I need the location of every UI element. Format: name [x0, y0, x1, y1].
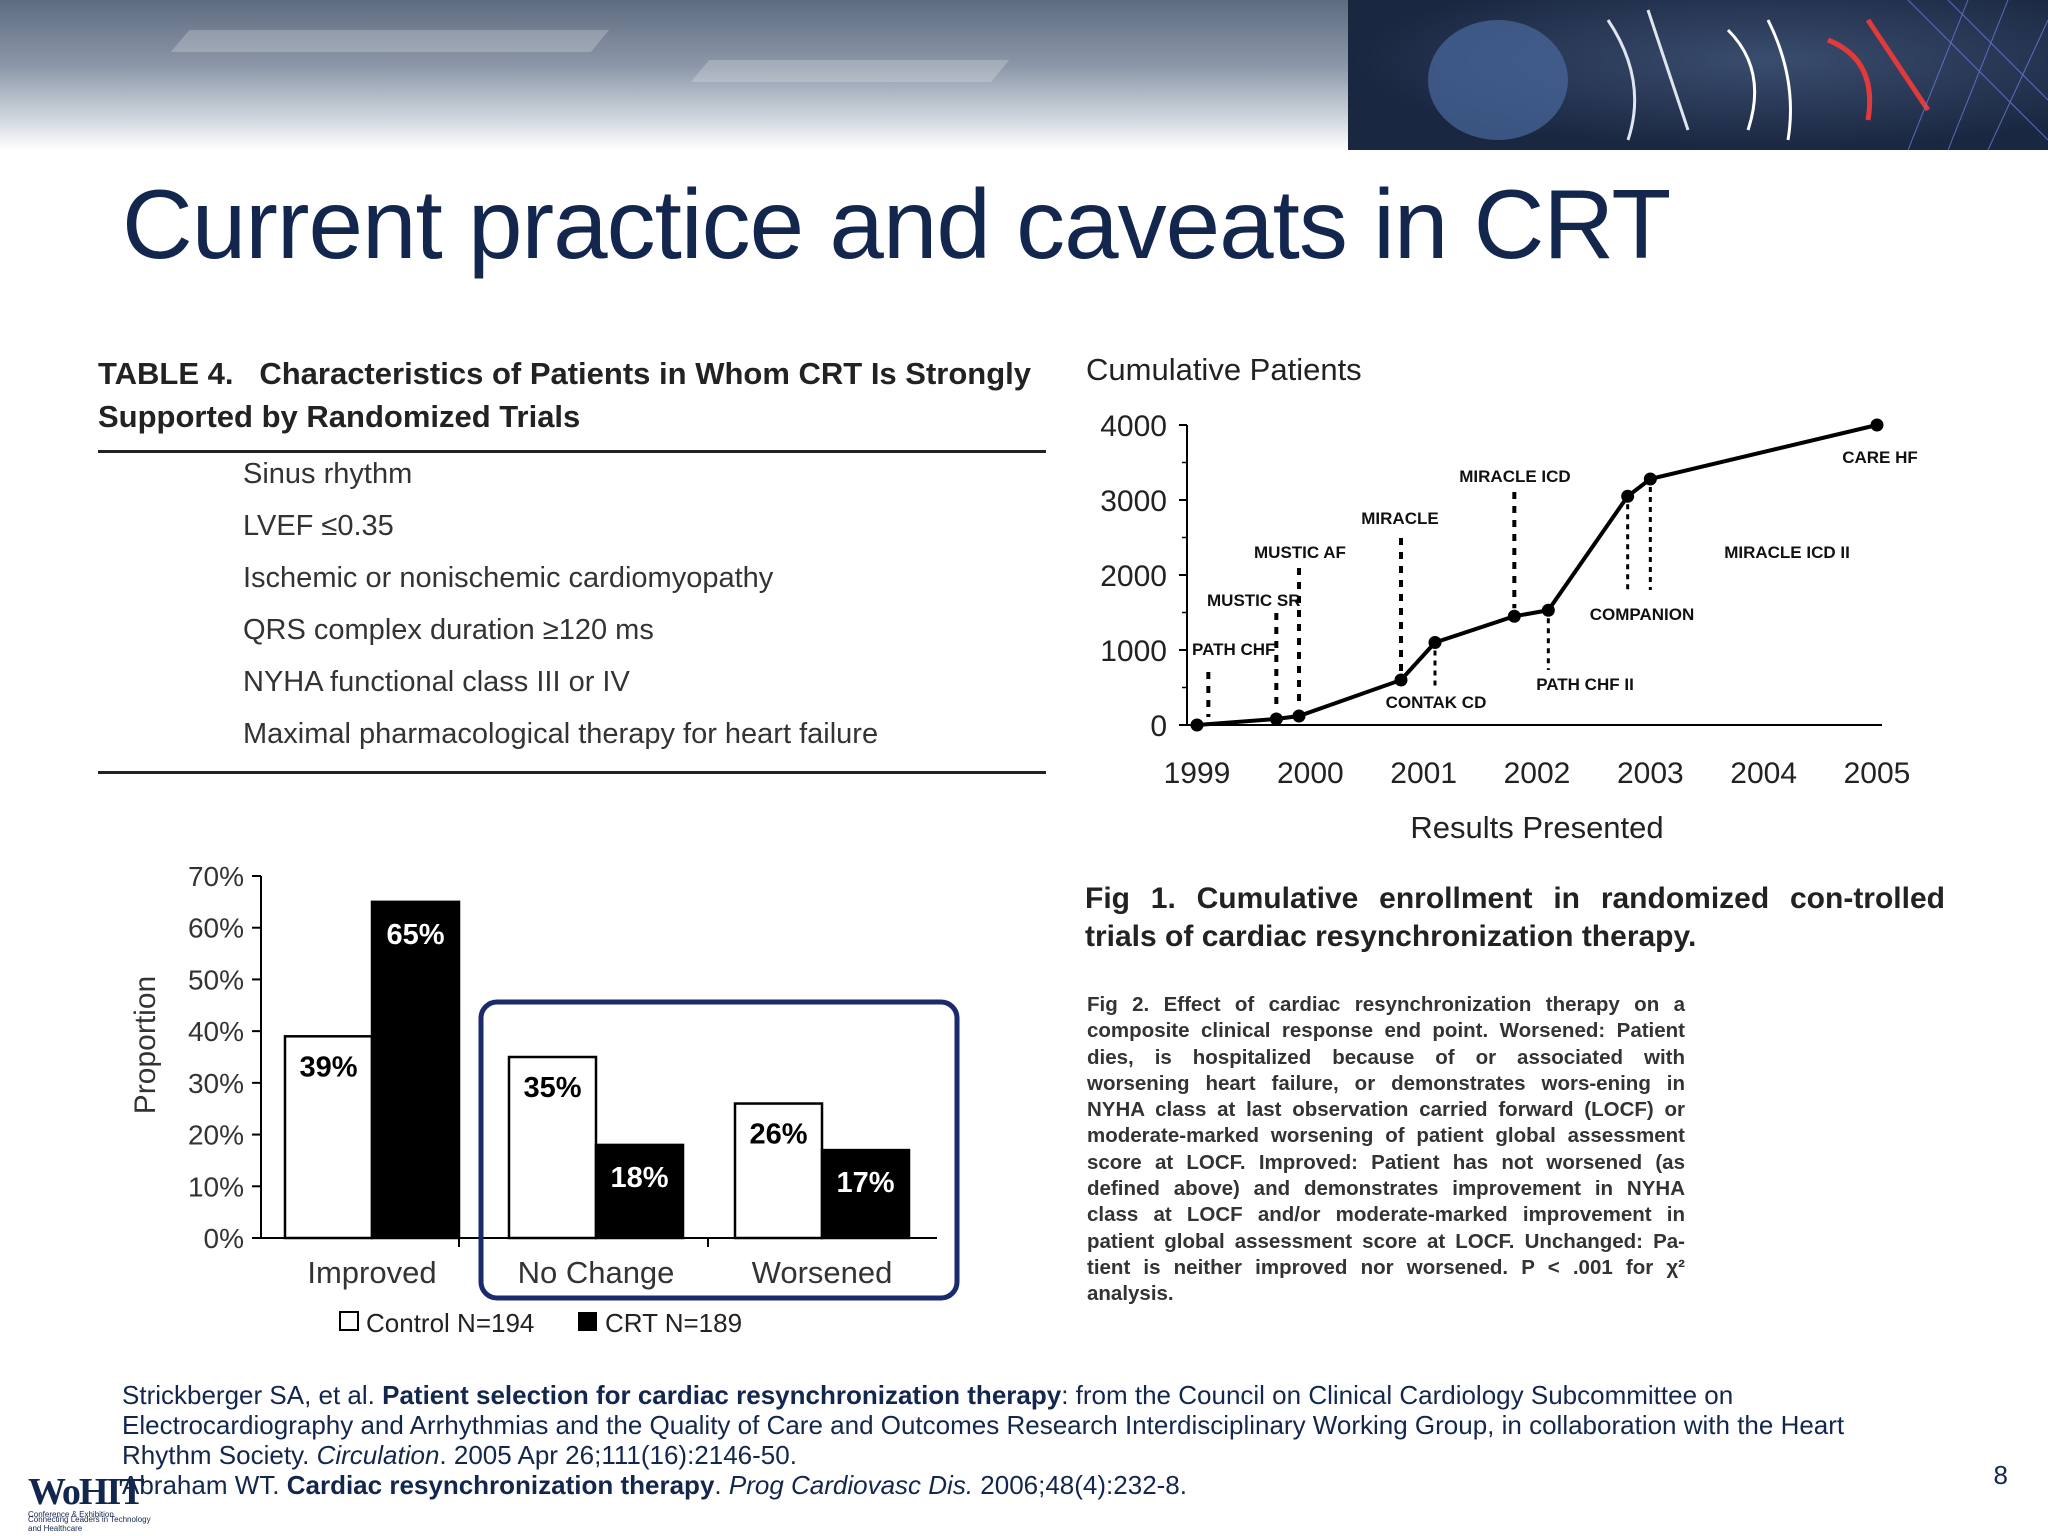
annotation-label: MIRACLE ICD II	[1724, 543, 1850, 562]
table-title-line-1: TABLE 4. Characteristics of Patients in …	[98, 356, 1032, 391]
ref1-title: Patient selection for cardiac resynchron…	[382, 1380, 1062, 1410]
logo-subtitle: Conference & Exhibition	[28, 1510, 114, 1519]
data-point	[1541, 603, 1555, 617]
y-tick-label: 30%	[188, 1068, 244, 1099]
bar-value-label: 65%	[386, 919, 444, 951]
category-label: Improved	[307, 1255, 436, 1290]
fig2-caption: Fig 2. Effect of cardiac resynchronizati…	[1087, 993, 1685, 1306]
wohit-logo: WoHIT Conference & Exhibition Connecting…	[28, 1470, 158, 1533]
table-bottom-rule	[98, 771, 1046, 774]
y-axis-label: Proportion	[129, 976, 162, 1114]
control-bar	[283, 1035, 374, 1240]
logo-tagline: Connecting Leaders in Technology and Hea…	[28, 1515, 151, 1533]
reference-1: Strickberger SA, et al. Patient selectio…	[122, 1380, 1912, 1470]
bar-value-label: 18%	[610, 1162, 668, 1194]
crt-bar	[820, 1148, 911, 1240]
y-tick-label: 4000	[1100, 410, 1167, 443]
x-tick-label: 1999	[1164, 757, 1231, 790]
annotation-label: MIRACLE	[1361, 509, 1438, 528]
annotation-label: CONTAK CD	[1386, 693, 1487, 712]
table-title: TABLE 4. Characteristics of Patients in …	[98, 352, 1048, 438]
x-tick-label: 2002	[1504, 757, 1571, 790]
ref2-journal: Prog Cardiovasc Dis.	[728, 1470, 974, 1500]
data-point	[1428, 636, 1442, 649]
table-title-line-2: Supported by Randomized Trials	[98, 399, 581, 434]
category-label: No Change	[518, 1255, 675, 1290]
slide-title: Current practice and caveats in CRT	[122, 169, 1671, 279]
annotation-label: COMPANION	[1590, 605, 1695, 624]
medical-imaging-banner-art	[1348, 0, 2048, 150]
ref1-cite: . 2005 Apr 26;111(16):2146-50.	[439, 1440, 797, 1470]
annotation-label: PATH CHF II	[1536, 675, 1634, 694]
ref1-authors: Strickberger SA, et al.	[122, 1380, 383, 1410]
table-row: QRS complex duration ≥120 ms	[243, 614, 654, 646]
x-tick-label: 2004	[1730, 757, 1797, 790]
control-bar	[507, 1055, 598, 1240]
y-tick-label: 60%	[188, 913, 244, 944]
ref2-authors: Abraham WT.	[122, 1470, 287, 1500]
table-row: NYHA functional class III or IV	[243, 666, 630, 698]
y-tick-label: 20%	[188, 1120, 244, 1151]
chart-title: Cumulative Patients	[1086, 352, 1362, 387]
x-axis-label: Results Presented	[1410, 810, 1663, 845]
crt-bar	[594, 1143, 685, 1240]
reference-2: Abraham WT. Cardiac resynchronization th…	[122, 1470, 1187, 1500]
table-row: Maximal pharmacological therapy for hear…	[243, 718, 879, 750]
fig1-caption: Fig 1. Cumulative enrollment in randomiz…	[1085, 882, 1945, 953]
data-point	[1292, 709, 1306, 723]
bar-value-label: 35%	[523, 1072, 581, 1104]
y-tick-label: 40%	[188, 1016, 244, 1047]
annotation-label: PATH CHF	[1192, 640, 1275, 659]
x-tick-label: 2001	[1390, 757, 1457, 790]
highlight-box	[478, 999, 960, 1301]
x-tick-label: 2000	[1277, 757, 1344, 790]
y-tick-label: 2000	[1100, 560, 1167, 593]
ref1-rest: : from the Council on Clinical Cardiolog…	[122, 1380, 1845, 1470]
category-label: Worsened	[752, 1255, 893, 1290]
bar-value-label: 26%	[749, 1119, 807, 1151]
data-point	[1190, 718, 1204, 732]
annotation-label: MUSTIC SR	[1207, 591, 1301, 610]
references: Strickberger SA, et al. Patient selectio…	[122, 1380, 1912, 1500]
y-tick-label: 50%	[188, 964, 244, 995]
y-tick-label: 0%	[204, 1223, 244, 1254]
page-number: 8	[1993, 1460, 2008, 1490]
y-tick-label: 3000	[1100, 485, 1167, 518]
data-point	[1643, 472, 1657, 486]
y-tick-label: 10%	[188, 1171, 244, 1202]
banner-graphic	[1428, 0, 2048, 150]
annotation-label: CARE HF	[1842, 448, 1918, 467]
data-point	[1870, 418, 1884, 432]
bar-value-label: 39%	[299, 1051, 357, 1083]
control-bar	[733, 1102, 824, 1240]
legend-swatch-crt	[578, 1312, 597, 1331]
table-row: Sinus rhythm	[243, 458, 413, 490]
bar-value-label: 17%	[836, 1167, 894, 1199]
data-point	[1269, 712, 1283, 726]
data-point	[1621, 489, 1635, 503]
table-rows: Sinus rhythm LVEF ≤0.35 Ischemic or noni…	[243, 458, 878, 770]
data-point	[1394, 673, 1408, 687]
legend-label-control: Control N=194	[366, 1308, 534, 1338]
y-tick-label: 70%	[188, 861, 244, 892]
y-tick-label: 1000	[1100, 635, 1167, 668]
logo-mark: WoHIT	[28, 1471, 145, 1513]
table-row: LVEF ≤0.35	[243, 510, 394, 542]
data-point	[1507, 609, 1521, 623]
annotation-label: MUSTIC AF	[1254, 543, 1346, 562]
table-top-rule	[98, 450, 1046, 453]
cumulative-line	[1196, 423, 1878, 727]
legend-label-crt: CRT N=189	[605, 1308, 742, 1338]
ref2-title: Cardiac resynchronization therapy	[286, 1470, 715, 1500]
ref1-journal: Circulation	[316, 1440, 440, 1470]
legend-swatch-control	[339, 1311, 359, 1331]
ref2-cite: 2006;48(4):232-8.	[973, 1470, 1187, 1500]
y-tick-label: 0	[1150, 710, 1167, 743]
header-banner	[0, 0, 2048, 150]
table-row: Ischemic or nonischemic cardiomyopathy	[243, 562, 774, 594]
x-tick-label: 2003	[1617, 757, 1684, 790]
annotation-label: MIRACLE ICD	[1459, 467, 1570, 486]
crt-bar	[370, 900, 461, 1240]
x-tick-label: 2005	[1844, 757, 1911, 790]
